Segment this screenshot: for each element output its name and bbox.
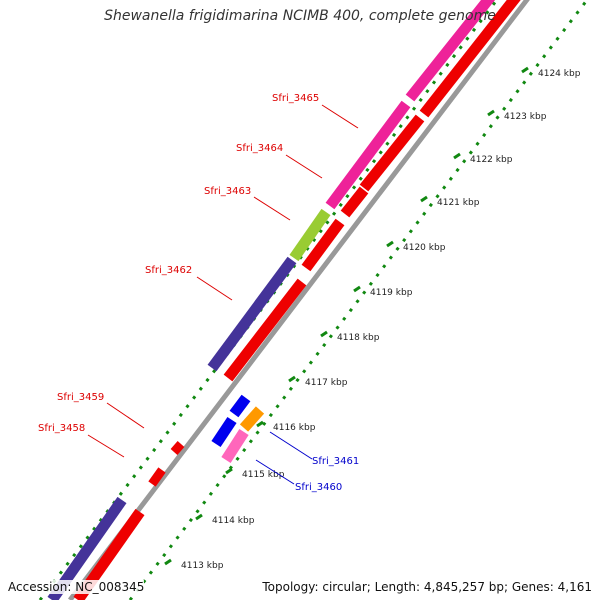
scale-tick-mark [256, 420, 264, 428]
gene-label: Sfri_3465 [272, 93, 319, 104]
cds-block-pink [325, 100, 411, 210]
cds-fragment [148, 467, 166, 487]
scale-tick-label: 4121 kbp [437, 198, 480, 208]
cds-forward-block [301, 218, 345, 272]
backbone-line [68, 0, 530, 602]
scale-tick-label: 4114 kbp [212, 516, 255, 526]
scale-tick-mark [164, 558, 172, 566]
gene-label: Sfri_3463 [204, 186, 251, 197]
gene-block-orange [239, 406, 265, 432]
scale-tick-label: 4124 kbp [538, 69, 581, 79]
scale-tick-mark [453, 152, 461, 160]
scale-tick-label: 4118 kbp [337, 333, 380, 343]
gene-leader-line [255, 459, 295, 485]
cds-fragment [170, 441, 185, 455]
cds-forward-block [223, 278, 307, 382]
scale-tick-mark [420, 195, 428, 203]
scale-tick-mark [353, 285, 361, 293]
map-title: Shewanella frigidimarina NCIMB 400, comp… [104, 8, 496, 24]
scale-tick-label: 4122 kbp [470, 155, 513, 165]
gene-leader-line [285, 154, 323, 179]
scale-tick-label: 4120 kbp [403, 243, 446, 253]
gene-block-blue [211, 416, 237, 448]
outer-dotted-track [38, 0, 499, 601]
scale-tick-label: 4113 kbp [181, 561, 224, 571]
topology-text: Topology: circular; Length: 4,845,257 bp… [262, 580, 592, 594]
gene-label: Sfri_3461 [312, 456, 359, 467]
scale-tick-label: 4115 kbp [242, 470, 285, 480]
scale-tick-label: 4116 kbp [273, 423, 316, 433]
scale-tick-mark [288, 375, 296, 383]
gene-label: Sfri_3460 [295, 482, 342, 493]
gene-leader-line [253, 196, 291, 221]
scale-tick-mark [195, 513, 203, 521]
gene-label: Sfri_3459 [57, 392, 104, 403]
scale-tick-mark [521, 66, 529, 74]
gene-leader-line [106, 402, 145, 429]
gene-block-light-pink [221, 429, 249, 463]
cds-forward-block [359, 114, 425, 192]
scale-tick-mark [320, 330, 328, 338]
cds-block-pink [405, 0, 496, 102]
gene-leader-line [269, 431, 313, 460]
gene-label: Sfri_3458 [38, 423, 85, 434]
scale-ruler [128, 0, 589, 601]
scale-tick-mark [386, 240, 394, 248]
scale-tick-mark [225, 467, 233, 475]
scale-tick-label: 4119 kbp [370, 288, 413, 298]
cds-forward-block [419, 0, 521, 118]
cds-forward-block [340, 186, 369, 218]
scale-tick-mark [487, 109, 495, 117]
backbone-highlight [73, 0, 532, 601]
gene-label: Sfri_3464 [236, 143, 283, 154]
scale-tick-label: 4117 kbp [305, 378, 348, 388]
cds-block-lime [289, 208, 331, 262]
cds-block-purple [207, 256, 297, 372]
gene-block-blue [229, 394, 251, 418]
gene-leader-line [196, 276, 233, 301]
gene-leader-line [321, 104, 359, 129]
accession-text: Accession: NC_008345 [8, 580, 145, 594]
gene-label: Sfri_3462 [145, 265, 192, 276]
scale-tick-label: 4123 kbp [504, 112, 547, 122]
gene-leader-line [87, 434, 125, 458]
